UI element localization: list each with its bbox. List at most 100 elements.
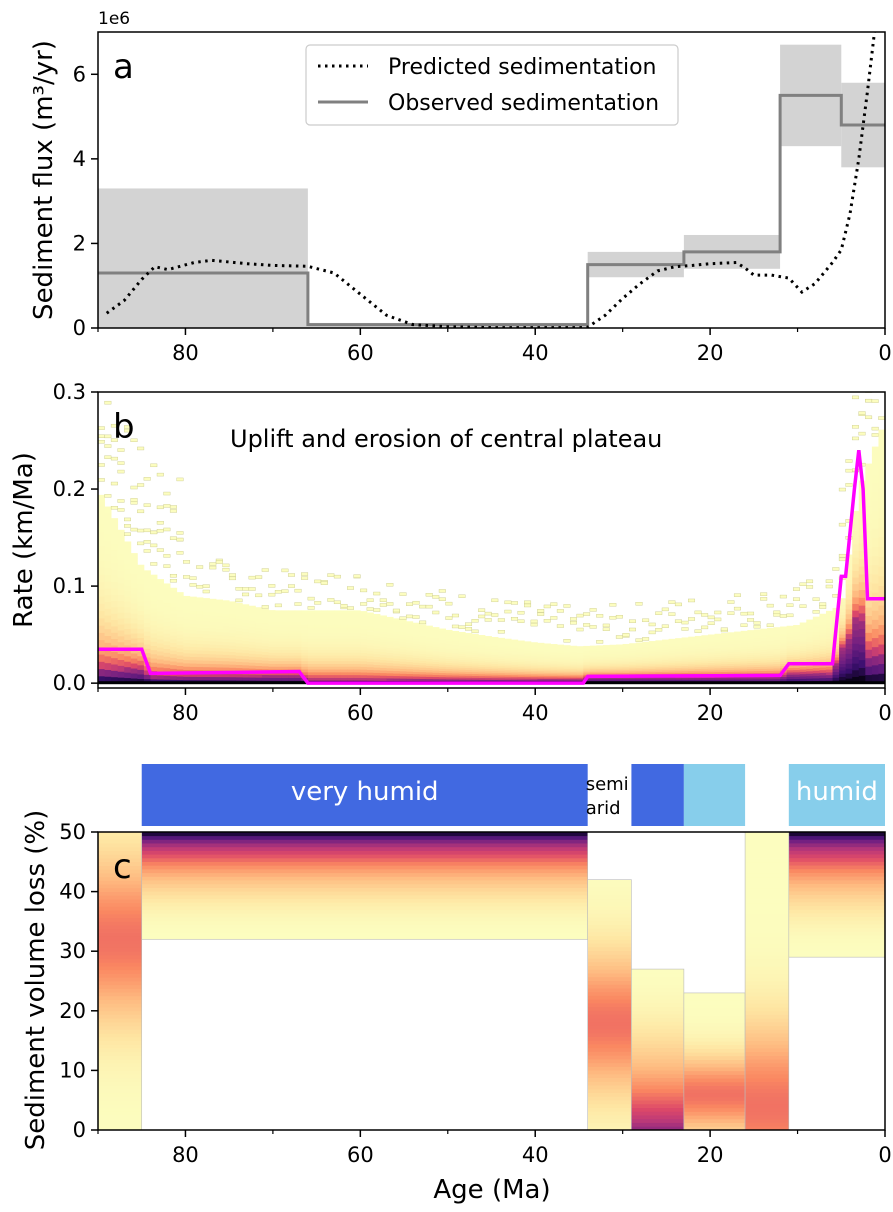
heat-cell xyxy=(675,646,683,649)
heat-cell xyxy=(163,583,171,588)
heat-cell xyxy=(530,664,538,667)
heat-cell xyxy=(745,1036,789,1041)
heat-cell xyxy=(412,671,420,675)
heat-cell xyxy=(839,621,847,625)
heat-cell xyxy=(745,846,789,852)
heat-cell xyxy=(793,636,801,639)
heat-speckle xyxy=(399,592,407,596)
heat-cell xyxy=(511,663,519,666)
heat-cell xyxy=(760,664,768,667)
heat-cell xyxy=(745,1092,789,1097)
heat-cell xyxy=(587,1040,632,1045)
heat-cell xyxy=(812,647,820,651)
heat-cell xyxy=(878,517,885,528)
heat-cell xyxy=(609,653,617,656)
heat-cell xyxy=(504,642,512,645)
heat-cell xyxy=(878,653,885,665)
heat-cell xyxy=(386,619,394,623)
heat-cell xyxy=(288,655,296,659)
heat-cell xyxy=(642,672,650,675)
heat-cell xyxy=(445,660,453,664)
heat-cell xyxy=(648,655,656,658)
heat-cell xyxy=(425,654,433,658)
heat-cell xyxy=(307,641,315,645)
heat-cell xyxy=(157,603,164,608)
heat-cell xyxy=(137,569,145,575)
heat-cell xyxy=(504,647,512,650)
heat-cell xyxy=(688,636,696,639)
heat-cell xyxy=(550,680,558,683)
heat-cell xyxy=(707,670,715,673)
heat-cell xyxy=(727,634,735,637)
heat-cell xyxy=(268,652,276,656)
heat-cell xyxy=(858,675,866,684)
heat-speckle xyxy=(228,573,236,577)
heat-cell xyxy=(268,621,276,625)
heat-cell xyxy=(707,638,715,641)
heat-cell xyxy=(806,639,814,642)
heat-cell xyxy=(255,613,263,617)
heat-cell xyxy=(721,656,728,659)
heat-speckle xyxy=(720,627,728,631)
heat-cell xyxy=(799,655,807,658)
heat-speckle xyxy=(110,481,118,486)
heat-cell xyxy=(216,625,224,629)
heat-cell xyxy=(98,1096,142,1101)
heat-cell xyxy=(229,651,237,656)
heat-cell xyxy=(150,637,158,642)
heat-cell xyxy=(825,638,833,642)
heat-cell xyxy=(209,618,217,622)
heat-cell xyxy=(745,988,789,993)
heat-cell xyxy=(458,631,466,635)
heat-cell xyxy=(307,629,315,634)
heat-speckle xyxy=(222,568,230,572)
heat-cell xyxy=(124,601,132,608)
heat-speckle xyxy=(399,616,407,620)
heat-cell xyxy=(150,620,158,626)
heat-cell xyxy=(117,618,125,625)
heat-cell xyxy=(701,642,709,645)
heat-cell xyxy=(399,636,407,640)
heat-cell xyxy=(425,641,433,644)
heat-cell xyxy=(98,951,142,956)
heat-cell xyxy=(334,666,342,670)
heat-cell xyxy=(865,573,873,583)
heat-cell xyxy=(740,677,748,680)
heat-cell xyxy=(655,668,663,671)
heat-cell xyxy=(458,657,466,660)
heat-cell xyxy=(788,912,885,918)
heat-cell xyxy=(268,646,276,650)
heat-cell xyxy=(458,641,466,645)
heat-speckle xyxy=(314,579,322,584)
heat-cell xyxy=(655,646,663,649)
heat-cell xyxy=(858,527,866,536)
heat-cell xyxy=(176,602,184,607)
heat-cell xyxy=(557,672,565,675)
heat-cell xyxy=(117,576,125,584)
heat-cell xyxy=(320,677,328,681)
heat-cell xyxy=(478,657,486,660)
heat-cell xyxy=(406,647,414,651)
heat-cell xyxy=(839,653,847,658)
heat-cell xyxy=(183,629,191,634)
heat-cell xyxy=(281,652,289,656)
heat-speckle xyxy=(445,616,453,620)
heat-cell xyxy=(143,592,151,597)
heat-cell xyxy=(452,673,460,676)
heat-cell xyxy=(530,653,538,656)
heat-cell xyxy=(524,679,532,682)
heat-cell xyxy=(235,602,243,607)
heat-cell xyxy=(631,1040,684,1045)
heat-cell xyxy=(117,529,125,537)
heat-cell xyxy=(631,1055,684,1060)
heat-cell xyxy=(419,678,427,682)
heat-cell xyxy=(98,940,142,945)
heat-speckle xyxy=(642,637,650,641)
heat-cell xyxy=(517,640,525,643)
heat-speckle xyxy=(189,583,197,587)
heat-cell xyxy=(753,662,761,665)
heat-cell xyxy=(366,628,374,632)
heat-cell xyxy=(570,675,578,678)
x-tick-label: 40 xyxy=(522,1143,549,1167)
heat-cell xyxy=(616,665,624,668)
